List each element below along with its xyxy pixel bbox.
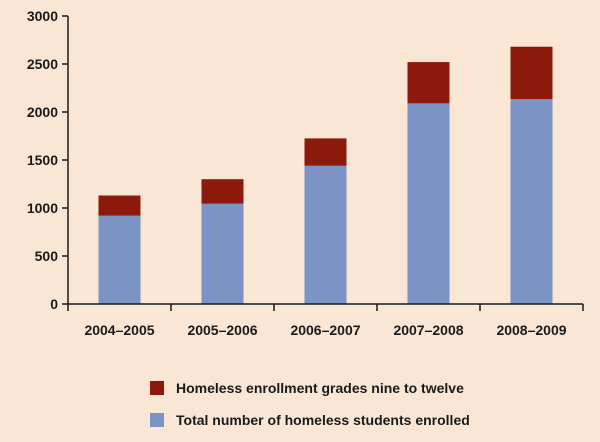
bar-grades-9-12-1 <box>201 179 244 204</box>
legend-label-total-students: Total number of homeless students enroll… <box>176 412 470 428</box>
plot-area: 0 500 1000 1500 2000 2500 3000 2004–2005 2005–20… <box>27 8 584 338</box>
y-tick-label-5: 2500 <box>27 56 58 72</box>
x-tick-label-2: 2006–2007 <box>290 322 360 338</box>
y-tick-label-4: 2000 <box>27 104 58 120</box>
legend-item-total-students: Total number of homeless students enroll… <box>150 410 470 430</box>
legend-label-grades-9-12: Homeless enrollment grades nine to twelv… <box>176 380 464 396</box>
legend-swatch-grades-9-12 <box>150 381 164 395</box>
bar-grades-9-12-2 <box>304 138 347 166</box>
y-tick-label-3: 1500 <box>27 152 58 168</box>
y-tick-label-0: 0 <box>50 296 58 312</box>
x-tick-label-4: 2008–2009 <box>496 322 566 338</box>
legend: Homeless enrollment grades nine to twelv… <box>150 378 470 442</box>
legend-item-grades-9-12: Homeless enrollment grades nine to twelv… <box>150 378 470 398</box>
y-tick-label-1: 500 <box>35 248 59 264</box>
bar-total-students-3 <box>407 103 450 304</box>
bar-total-students-1 <box>201 203 244 304</box>
bar-grades-9-12-4 <box>510 46 553 100</box>
y-tick-label-6: 3000 <box>27 8 58 24</box>
y-tick-label-2: 1000 <box>27 200 58 216</box>
bar-total-students-4 <box>510 99 553 304</box>
x-tick-label-1: 2005–2006 <box>187 322 257 338</box>
bar-grades-9-12-0 <box>98 195 141 216</box>
bar-total-students-0 <box>98 215 141 304</box>
legend-swatch-total-students <box>150 413 164 427</box>
bar-total-students-2 <box>304 165 347 304</box>
bar-grades-9-12-3 <box>407 62 450 104</box>
x-tick-label-0: 2004–2005 <box>84 322 154 338</box>
x-tick-label-3: 2007–2008 <box>393 322 463 338</box>
